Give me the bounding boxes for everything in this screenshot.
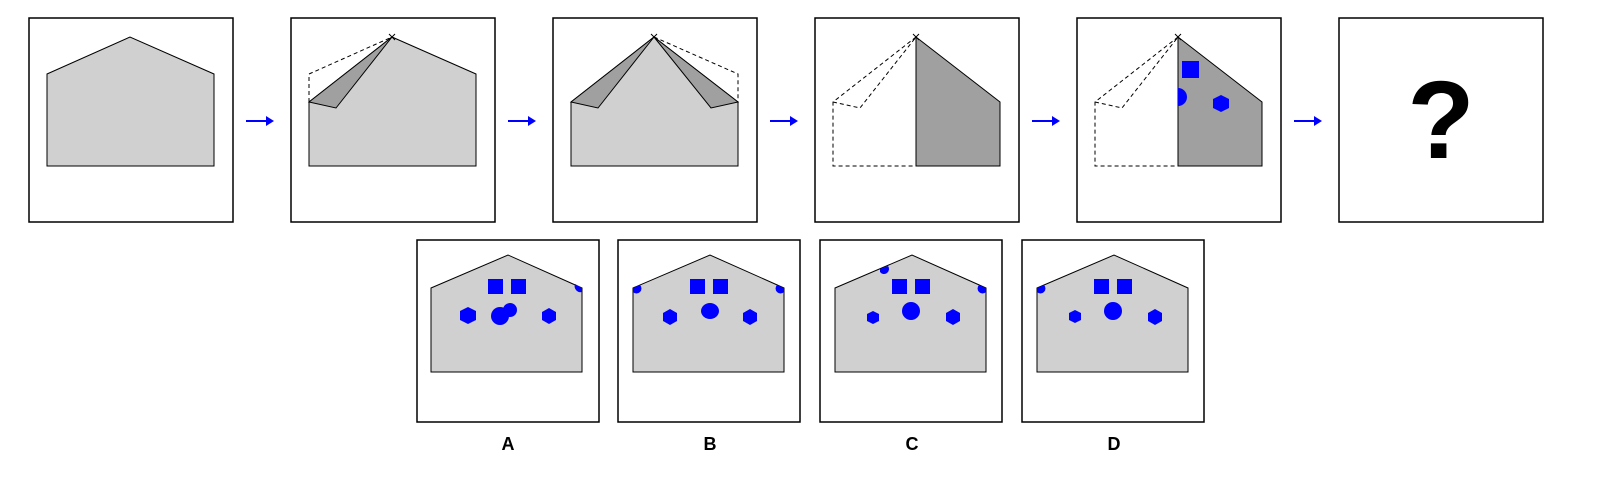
step-3-panel <box>552 17 758 223</box>
hexagon-hole <box>867 311 879 324</box>
hexagon-hole <box>743 309 757 325</box>
arrow-3 <box>770 116 798 126</box>
square-hole <box>915 279 930 294</box>
fold-pin-mark <box>1174 33 1182 41</box>
hexagon-hole <box>1213 95 1229 112</box>
paper-shape <box>46 36 215 167</box>
folded-flap <box>307 36 393 109</box>
arrow-4 <box>1032 116 1060 126</box>
hexagon-hole <box>460 307 476 324</box>
square-hole <box>511 279 526 294</box>
option-label: D <box>1108 434 1121 454</box>
arrow-1 <box>246 116 274 126</box>
option-label: B <box>704 434 717 454</box>
square-hole <box>1094 279 1109 294</box>
hexagon-hole <box>1148 309 1162 325</box>
option-d[interactable]: D <box>1021 239 1205 454</box>
folded-flap-left <box>569 36 655 109</box>
fold-ghost-outline <box>1094 36 1179 167</box>
square-hole <box>1117 279 1132 294</box>
corner-hole <box>977 285 986 294</box>
folded-flap-right <box>653 36 740 109</box>
folded-half <box>915 35 1001 167</box>
step-5-panel <box>1076 17 1282 223</box>
step-4-panel <box>814 17 1020 223</box>
option-label: C <box>906 434 919 454</box>
corner-hole <box>775 285 784 294</box>
corner-hole <box>574 284 582 293</box>
option-b[interactable]: B <box>617 239 801 454</box>
circle-hole <box>1104 302 1122 320</box>
fold-pin-mark <box>912 33 920 41</box>
hexagon-hole <box>1069 310 1081 323</box>
fold-ghost-flap <box>1094 36 1179 109</box>
hexagon-hole <box>663 309 677 325</box>
circle-hole <box>503 303 517 317</box>
square-hole <box>488 279 503 294</box>
corner-hole <box>880 266 889 274</box>
corner-hole <box>633 285 642 294</box>
question-mark: ? <box>1407 59 1474 182</box>
half-circle-hole <box>1178 88 1187 106</box>
circle-hole <box>701 303 719 319</box>
hexagon-hole <box>542 308 556 324</box>
square-hole <box>690 279 705 294</box>
question-panel: ? <box>1338 17 1544 223</box>
arrow-2 <box>508 116 536 126</box>
fold-ghost-flap <box>832 36 917 109</box>
fold-ghost-outline <box>832 36 917 167</box>
option-label: A <box>502 434 515 454</box>
corner-hole <box>1037 285 1046 294</box>
fold-ghost-outline <box>308 36 393 102</box>
step-1-panel <box>28 17 234 223</box>
hexagon-hole <box>946 309 960 325</box>
square-hole <box>1182 61 1199 78</box>
option-c[interactable]: C <box>819 239 1003 454</box>
step-2-panel <box>290 17 496 223</box>
fold-ghost-outline <box>653 36 739 102</box>
square-hole <box>713 279 728 294</box>
arrow-5 <box>1294 116 1322 126</box>
option-a[interactable]: A <box>416 239 600 454</box>
square-hole <box>892 279 907 294</box>
fold-pin-mark <box>650 33 658 41</box>
panel-frame <box>1338 17 1544 223</box>
fold-pin-mark <box>388 33 396 41</box>
circle-hole <box>902 302 920 320</box>
